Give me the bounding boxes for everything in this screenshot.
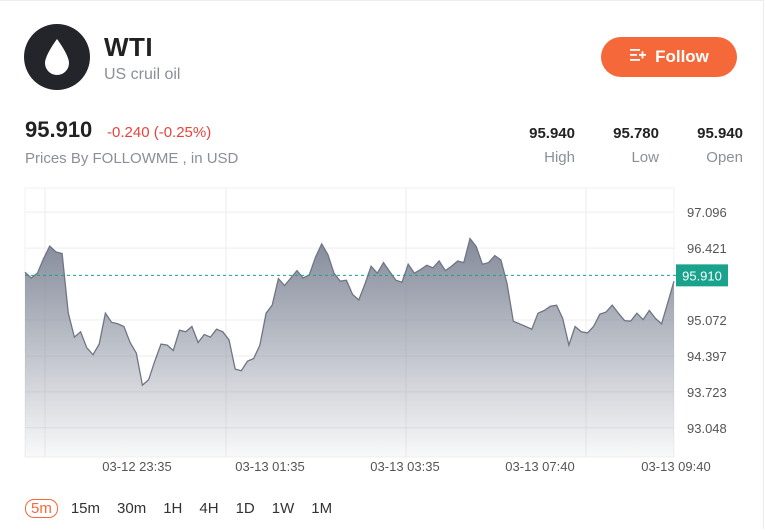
current-price: 95.910	[25, 117, 93, 142]
y-tick-label: 94.397	[687, 349, 727, 364]
instrument-subtitle: US cruil oil	[104, 66, 181, 83]
y-tick-label: 93.723	[687, 385, 727, 400]
y-tick-label: 93.048	[687, 421, 727, 436]
interval-30m[interactable]: 30m	[117, 500, 147, 517]
y-tick-label: 97.096	[687, 205, 727, 220]
stat-high: 95.940 High	[529, 125, 575, 166]
price-area-fill	[25, 238, 674, 457]
interval-4h[interactable]: 4H	[199, 500, 219, 517]
oil-drop-logo-icon	[24, 24, 90, 90]
x-tick-label: 03-13 09:40	[641, 459, 710, 474]
follow-button-label: Follow	[655, 47, 709, 66]
y-tick-label: 95.072	[687, 313, 727, 328]
follow-button[interactable]: Follow	[601, 37, 737, 77]
follow-list-icon	[629, 47, 647, 68]
x-tick-label: 03-13 01:35	[235, 459, 304, 474]
instrument-title: WTI	[104, 32, 154, 62]
x-tick-label: 03-13 07:40	[505, 459, 574, 474]
interval-1w[interactable]: 1W	[271, 500, 295, 517]
interval-5m[interactable]: 5m	[25, 499, 58, 518]
price-change: -0.240 (-0.25%)	[107, 124, 212, 141]
x-tick-label: 03-13 03:35	[370, 459, 439, 474]
interval-1d[interactable]: 1D	[235, 500, 255, 517]
interval-selector: 5m 15m 30m 1H 4H 1D 1W 1M	[25, 499, 349, 518]
stat-high-label: High	[544, 149, 575, 166]
interval-15m[interactable]: 15m	[70, 500, 101, 517]
interval-1h[interactable]: 1H	[163, 500, 183, 517]
stat-high-value: 95.940	[529, 125, 575, 142]
stat-open-label: Open	[706, 149, 743, 166]
x-tick-label: 03-12 23:35	[102, 459, 171, 474]
current-price-tag-label: 95.910	[682, 268, 722, 283]
price-source-note: Prices By FOLLOWME , in USD	[25, 150, 239, 167]
stat-low: 95.780 Low	[613, 125, 659, 166]
current-price-tag	[676, 264, 728, 287]
stat-open: 95.940 Open	[697, 125, 743, 166]
price-line	[24, 237, 675, 387]
interval-1m[interactable]: 1M	[311, 500, 333, 517]
stat-low-label: Low	[631, 149, 659, 166]
y-tick-label: 96.421	[687, 241, 727, 256]
stat-low-value: 95.780	[613, 125, 659, 142]
stat-open-value: 95.940	[697, 125, 743, 142]
